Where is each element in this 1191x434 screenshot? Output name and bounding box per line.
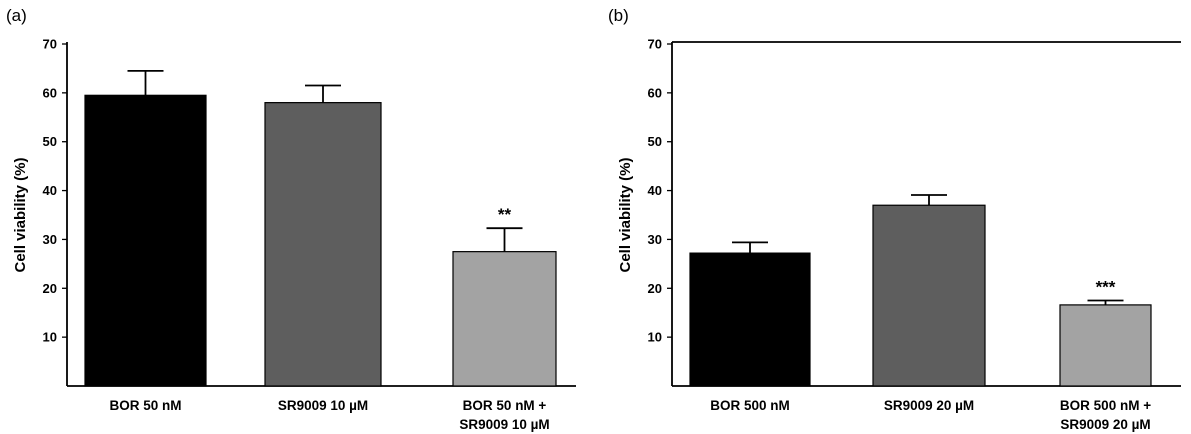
x-category-label: SR9009 10 µM bbox=[278, 398, 368, 413]
bar bbox=[84, 94, 207, 387]
y-tick-label: 30 bbox=[648, 232, 662, 247]
bar bbox=[1059, 304, 1152, 387]
y-tick-label: 20 bbox=[43, 281, 57, 296]
y-tick-label: 60 bbox=[43, 85, 57, 100]
x-category-label: SR9009 10 µM bbox=[459, 417, 549, 432]
y-tick-label: 60 bbox=[648, 85, 662, 100]
y-tick-label: 40 bbox=[648, 183, 662, 198]
y-tick-label: 40 bbox=[43, 183, 57, 198]
panel-a: (a) 10 20 30 40 50 60 70 Cell viability (%) BOR 5… bbox=[6, 6, 576, 432]
y-tick-label: 10 bbox=[43, 330, 57, 345]
bar bbox=[872, 204, 986, 387]
bar bbox=[452, 251, 557, 387]
x-category-label: BOR 500 nM + bbox=[1060, 398, 1151, 413]
x-category-label: BOR 500 nM bbox=[710, 398, 790, 413]
x-category-label: SR9009 20 µM bbox=[1060, 417, 1150, 432]
y-tick-label: 30 bbox=[43, 232, 57, 247]
y-tick-label: 10 bbox=[648, 330, 662, 345]
y-tick-label: 20 bbox=[648, 281, 662, 296]
x-category-label: BOR 50 nM bbox=[109, 398, 181, 413]
panel-label: (b) bbox=[608, 6, 629, 25]
y-tick-label: 50 bbox=[648, 134, 662, 149]
bar bbox=[689, 252, 811, 387]
y-axis-label: Cell viability (%) bbox=[617, 157, 634, 272]
significance-marker: ** bbox=[498, 205, 512, 224]
panel-b: (b) 10 20 30 40 50 60 70 Cell viability (%) BOR 5… bbox=[608, 6, 1181, 432]
panel-label: (a) bbox=[6, 6, 27, 25]
significance-marker: *** bbox=[1096, 278, 1116, 297]
y-tick-label: 70 bbox=[43, 37, 57, 52]
x-category-label: SR9009 20 µM bbox=[884, 398, 974, 413]
y-axis-label: Cell viability (%) bbox=[12, 157, 29, 272]
bar bbox=[264, 102, 382, 387]
x-category-label: BOR 50 nM + bbox=[463, 398, 547, 413]
y-tick-label: 50 bbox=[43, 134, 57, 149]
y-tick-label: 70 bbox=[648, 37, 662, 52]
